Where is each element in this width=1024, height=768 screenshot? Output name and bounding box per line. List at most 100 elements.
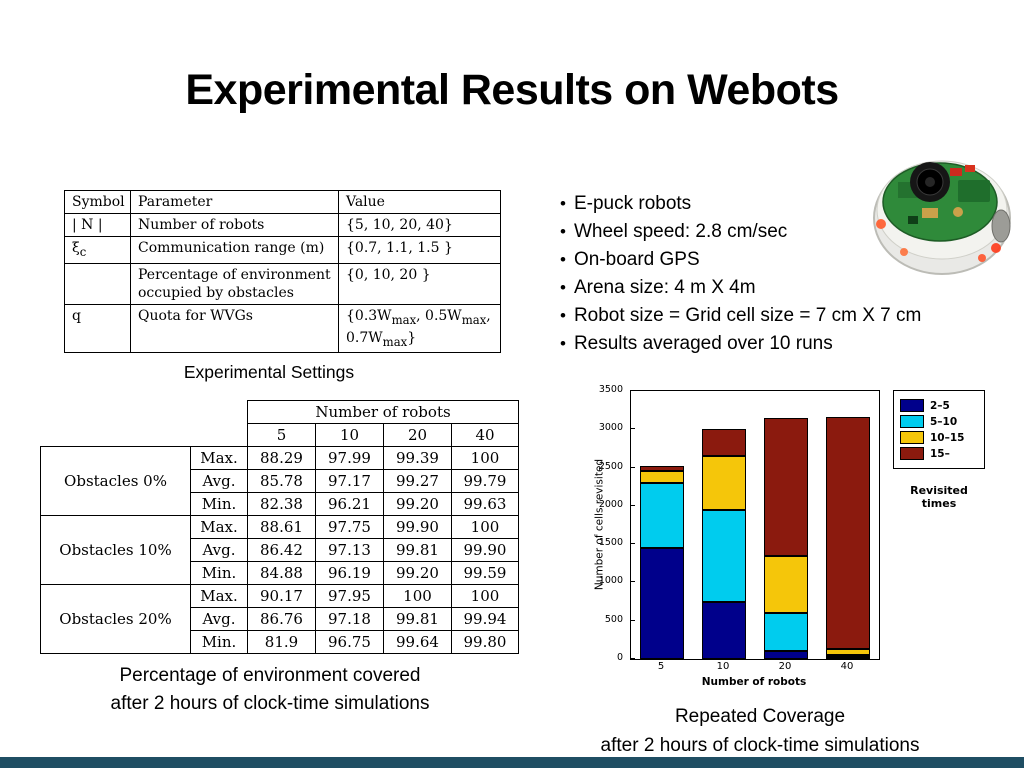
plot-area	[630, 390, 880, 660]
value-cell: 100	[451, 446, 519, 470]
bullet-text: Robot size = Grid cell size = 7 cm X 7 c…	[573, 305, 922, 326]
y-tick-mark	[631, 658, 635, 659]
settings-symbol: ξc	[64, 236, 131, 264]
obstacle-label: Obstacles 0%	[40, 446, 191, 516]
settings-header-symbol: Symbol	[64, 190, 131, 214]
stat-label: Avg.	[190, 538, 248, 562]
value-cell: 100	[383, 584, 452, 608]
bar-segment-5-15–	[640, 466, 684, 472]
bullet-item: On-board GPS	[560, 246, 1000, 274]
value-cell: 96.21	[315, 492, 384, 516]
bar-segment-5-10–15	[640, 471, 684, 483]
coverage-col-header: 40	[451, 423, 519, 447]
legend-entry: 10–15	[900, 431, 978, 444]
table-row: Min. 81.9 96.75 99.64 99.80	[41, 630, 519, 654]
chart-legend: 2–5 5–10 10–15 15–	[893, 390, 985, 469]
value-cell: 97.13	[315, 538, 384, 562]
value-cell: 84.88	[247, 561, 316, 585]
value-cell: 97.99	[315, 446, 384, 470]
bullet-text: Wheel speed: 2.8 cm/sec	[573, 221, 788, 242]
value-cell: 90.17	[247, 584, 316, 608]
value-cell: 97.17	[315, 469, 384, 493]
y-tick-mark	[631, 428, 635, 430]
value-cell: 99.79	[451, 469, 519, 493]
value-cell: 99.64	[383, 630, 452, 654]
coverage-caption-line2: after 2 hours of clock-time simulations	[110, 693, 430, 714]
bar-segment-40-15–	[826, 417, 870, 650]
value-cell: 99.20	[383, 561, 452, 585]
blank-cell	[41, 401, 248, 424]
settings-row: Percentage of environment occupied by ob…	[64, 262, 501, 305]
y-tick-mark	[631, 504, 635, 506]
x-tick-label: 20	[778, 661, 792, 672]
bullet-item: Wheel speed: 2.8 cm/sec	[560, 218, 1000, 246]
bullet-item: Robot size = Grid cell size = 7 cm X 7 c…	[560, 302, 1000, 330]
value-cell: 99.20	[383, 492, 452, 516]
value-cell: 97.18	[315, 607, 384, 631]
settings-table: Symbol Parameter Value | N | Number of r…	[64, 190, 501, 354]
coverage-header-group: Number of robots	[247, 400, 519, 424]
bar-segment-5-2–5	[640, 547, 684, 659]
legend-entries: 2–5 5–10 10–15 15–	[900, 399, 978, 460]
experimental-settings-block: Symbol Parameter Value | N | Number of r…	[64, 190, 501, 383]
settings-symbol: q	[64, 303, 131, 354]
coverage-header-row: Number of robots	[41, 400, 519, 424]
table-row: Obstacles 20% Max. 90.17 97.95 100 100	[40, 584, 519, 654]
settings-value: {0, 10, 20 }	[338, 262, 501, 305]
settings-value: {0.7, 1.1, 1.5 }	[338, 236, 501, 264]
bar-segment-40-2–5	[826, 657, 870, 659]
stat-label: Max.	[190, 446, 248, 470]
bar-segment-20-15–	[764, 417, 808, 556]
blank-cell	[41, 424, 248, 447]
settings-row: q Quota for WVGs {0.3Wmax, 0.5Wmax, 0.7W…	[64, 303, 501, 354]
value-cell: 81.9	[247, 630, 316, 654]
legend-entry: 5–10	[900, 415, 978, 428]
value-cell: 99.81	[383, 607, 452, 631]
legend-label: 15–	[930, 447, 950, 460]
value-cell: 99.81	[383, 538, 452, 562]
value-cell: 99.94	[451, 607, 519, 631]
epuck-robot-illustration	[873, 160, 1011, 275]
repeated-coverage-chart: Number of cells revisited Number of robo…	[585, 382, 890, 694]
value-cell: 85.78	[247, 469, 316, 493]
y-tick-mark	[631, 390, 635, 391]
coverage-table-block: Number of robots 5 10 20 40 Obstacles 0%…	[40, 400, 519, 654]
stat-label: Avg.	[190, 607, 248, 631]
value-cell: 86.42	[247, 538, 316, 562]
bullet-text: Results averaged over 10 runs	[573, 333, 833, 354]
stat-label: Max.	[190, 584, 248, 608]
x-tick-label: 5	[657, 661, 665, 672]
bullet-text: On-board GPS	[573, 249, 700, 270]
x-tick-label: 40	[840, 661, 854, 672]
legend-label: 10–15	[930, 431, 965, 444]
settings-parameter: Communication range (m)	[130, 236, 339, 264]
settings-parameter: Percentage of environment occupied by ob…	[130, 262, 339, 305]
page-title: Experimental Results on Webots	[185, 66, 839, 114]
bullet-list: E-puck robots Wheel speed: 2.8 cm/sec On…	[560, 190, 1000, 358]
y-tick-label: 2000	[598, 498, 623, 510]
bar-segment-10-2–5	[702, 601, 746, 659]
stat-label: Max.	[190, 515, 248, 539]
y-tick-label: 3000	[598, 422, 623, 434]
y-tick-label: 0	[616, 652, 623, 663]
legend-swatch	[900, 431, 924, 444]
settings-parameter: Quota for WVGs	[130, 303, 339, 354]
bar-segment-20-5–10	[764, 613, 808, 652]
settings-header-row: Symbol Parameter Value	[64, 190, 501, 214]
y-tick-label: 1000	[598, 575, 623, 587]
table-row: Avg. 86.76 97.18 99.81 99.94	[41, 607, 519, 631]
settings-row: ξc Communication range (m) {0.7, 1.1, 1.…	[64, 236, 501, 264]
legend-label: 2–5	[930, 399, 950, 412]
value-cell: 88.29	[247, 446, 316, 470]
bar-segment-20-10–15	[764, 555, 808, 614]
y-tick-mark	[631, 466, 635, 468]
bar-segment-20-2–5	[764, 651, 808, 659]
value-cell: 99.39	[383, 446, 452, 470]
value-cell: 96.19	[315, 561, 384, 585]
coverage-col-header: 5	[247, 423, 316, 447]
table-row: Min. 82.38 96.21 99.20 99.63	[41, 492, 519, 516]
y-axis-label: Number of cells revisited	[593, 458, 606, 591]
value-cell: 96.75	[315, 630, 384, 654]
x-axis-label: Number of robots	[701, 676, 807, 688]
